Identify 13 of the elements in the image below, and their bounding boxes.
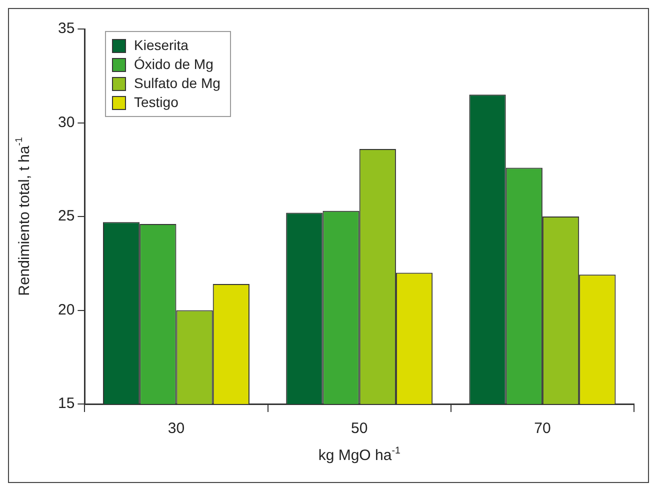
legend-label: Kieserita [134,36,188,55]
y-axis-title: Rendimiento total, t ha-1 [14,137,33,296]
x-tick-label: 30 [168,420,185,438]
legend-label: Sulfato de Mg [134,74,220,93]
x-tick-label: 70 [534,420,551,438]
y-tick-label: 20 [58,301,75,318]
y-tick-label: 35 [58,20,75,38]
y-tick-label: 25 [58,208,75,225]
legend-label: Óxido de Mg [134,55,214,74]
x-tick-label: 50 [351,420,368,438]
y-tick-label: 15 [58,395,75,412]
y-tick-label: 30 [58,114,75,131]
legend-label: Testigo [134,93,178,112]
